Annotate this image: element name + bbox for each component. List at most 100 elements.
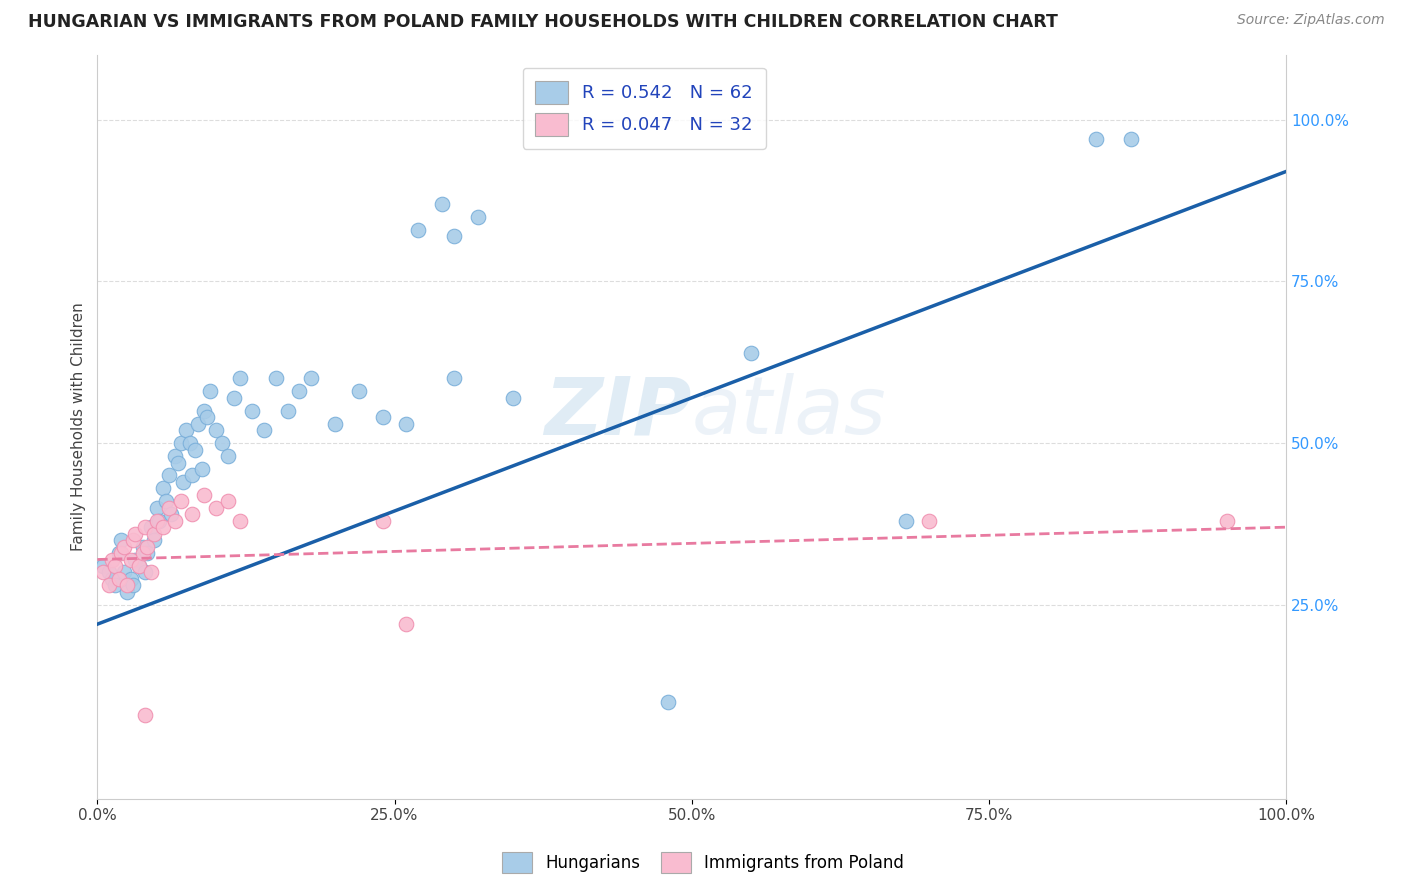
Point [894, 514, 917, 528]
Point [172, 475, 194, 489]
Point [134, 520, 156, 534]
Point [264, 371, 287, 385]
Point [195, 410, 218, 425]
Point [152, 520, 174, 534]
Point [347, 384, 370, 399]
Text: ZIP: ZIP [544, 373, 692, 451]
Y-axis label: Family Households with Children: Family Households with Children [72, 302, 86, 551]
Point [152, 482, 174, 496]
Point [160, 508, 183, 522]
Point [124, 526, 146, 541]
Point [163, 514, 186, 528]
Point [155, 494, 177, 508]
Point [112, 566, 135, 580]
Point [181, 508, 204, 522]
Point [406, 223, 429, 237]
Point [179, 436, 201, 450]
Point [181, 468, 204, 483]
Point [169, 436, 191, 450]
Point [217, 449, 239, 463]
Point [100, 552, 122, 566]
Point [502, 391, 524, 405]
Point [146, 500, 169, 515]
Point [124, 552, 146, 566]
Text: Source: ZipAtlas.com: Source: ZipAtlas.com [1237, 13, 1385, 28]
Point [139, 520, 162, 534]
Point [200, 384, 222, 399]
Point [143, 526, 166, 541]
Point [115, 584, 138, 599]
Point [187, 417, 209, 431]
Point [430, 197, 453, 211]
Point [371, 514, 394, 528]
Point [120, 552, 142, 566]
Point [193, 488, 215, 502]
Legend: Hungarians, Immigrants from Poland: Hungarians, Immigrants from Poland [495, 846, 911, 880]
Point [128, 558, 150, 573]
Point [299, 371, 322, 385]
Point [122, 533, 145, 548]
Point [191, 462, 214, 476]
Point [110, 546, 132, 560]
Point [371, 410, 394, 425]
Point [443, 371, 465, 385]
Legend: R = 0.542   N = 62, R = 0.047   N = 32: R = 0.542 N = 62, R = 0.047 N = 32 [523, 68, 765, 149]
Point [467, 210, 489, 224]
Point [143, 533, 166, 548]
Point [122, 578, 145, 592]
Point [176, 423, 198, 437]
Point [240, 404, 263, 418]
Point [104, 558, 127, 573]
Point [136, 540, 159, 554]
Point [918, 514, 941, 528]
Point [222, 391, 245, 405]
Point [229, 371, 252, 385]
Point [128, 558, 150, 573]
Point [131, 540, 153, 554]
Point [395, 617, 418, 632]
Point [288, 384, 311, 399]
Point [120, 572, 142, 586]
Point [107, 572, 129, 586]
Point [277, 404, 299, 418]
Point [443, 229, 465, 244]
Point [395, 417, 418, 431]
Point [157, 500, 180, 515]
Point [184, 442, 207, 457]
Point [136, 546, 159, 560]
Point [1121, 132, 1143, 146]
Point [98, 578, 121, 592]
Point [134, 566, 156, 580]
Point [217, 494, 239, 508]
Point [112, 540, 135, 554]
Point [148, 514, 170, 528]
Point [110, 533, 132, 548]
Point [104, 578, 127, 592]
Text: atlas: atlas [692, 373, 886, 451]
Point [157, 468, 180, 483]
Text: HUNGARIAN VS IMMIGRANTS FROM POLAND FAMILY HOUSEHOLDS WITH CHILDREN CORRELATION : HUNGARIAN VS IMMIGRANTS FROM POLAND FAMI… [28, 13, 1057, 31]
Point [1215, 514, 1237, 528]
Point [253, 423, 276, 437]
Point [115, 578, 138, 592]
Point [91, 558, 114, 573]
Point [740, 345, 762, 359]
Point [1084, 132, 1107, 146]
Point [100, 572, 122, 586]
Point [134, 707, 156, 722]
Point [205, 500, 228, 515]
Point [657, 695, 679, 709]
Point [229, 514, 252, 528]
Point [193, 404, 215, 418]
Point [205, 423, 228, 437]
Point [107, 546, 129, 560]
Point [98, 566, 121, 580]
Point [131, 546, 153, 560]
Point [91, 566, 114, 580]
Point [169, 494, 191, 508]
Point [163, 449, 186, 463]
Point [167, 456, 190, 470]
Point [139, 566, 162, 580]
Point [323, 417, 346, 431]
Point [146, 514, 169, 528]
